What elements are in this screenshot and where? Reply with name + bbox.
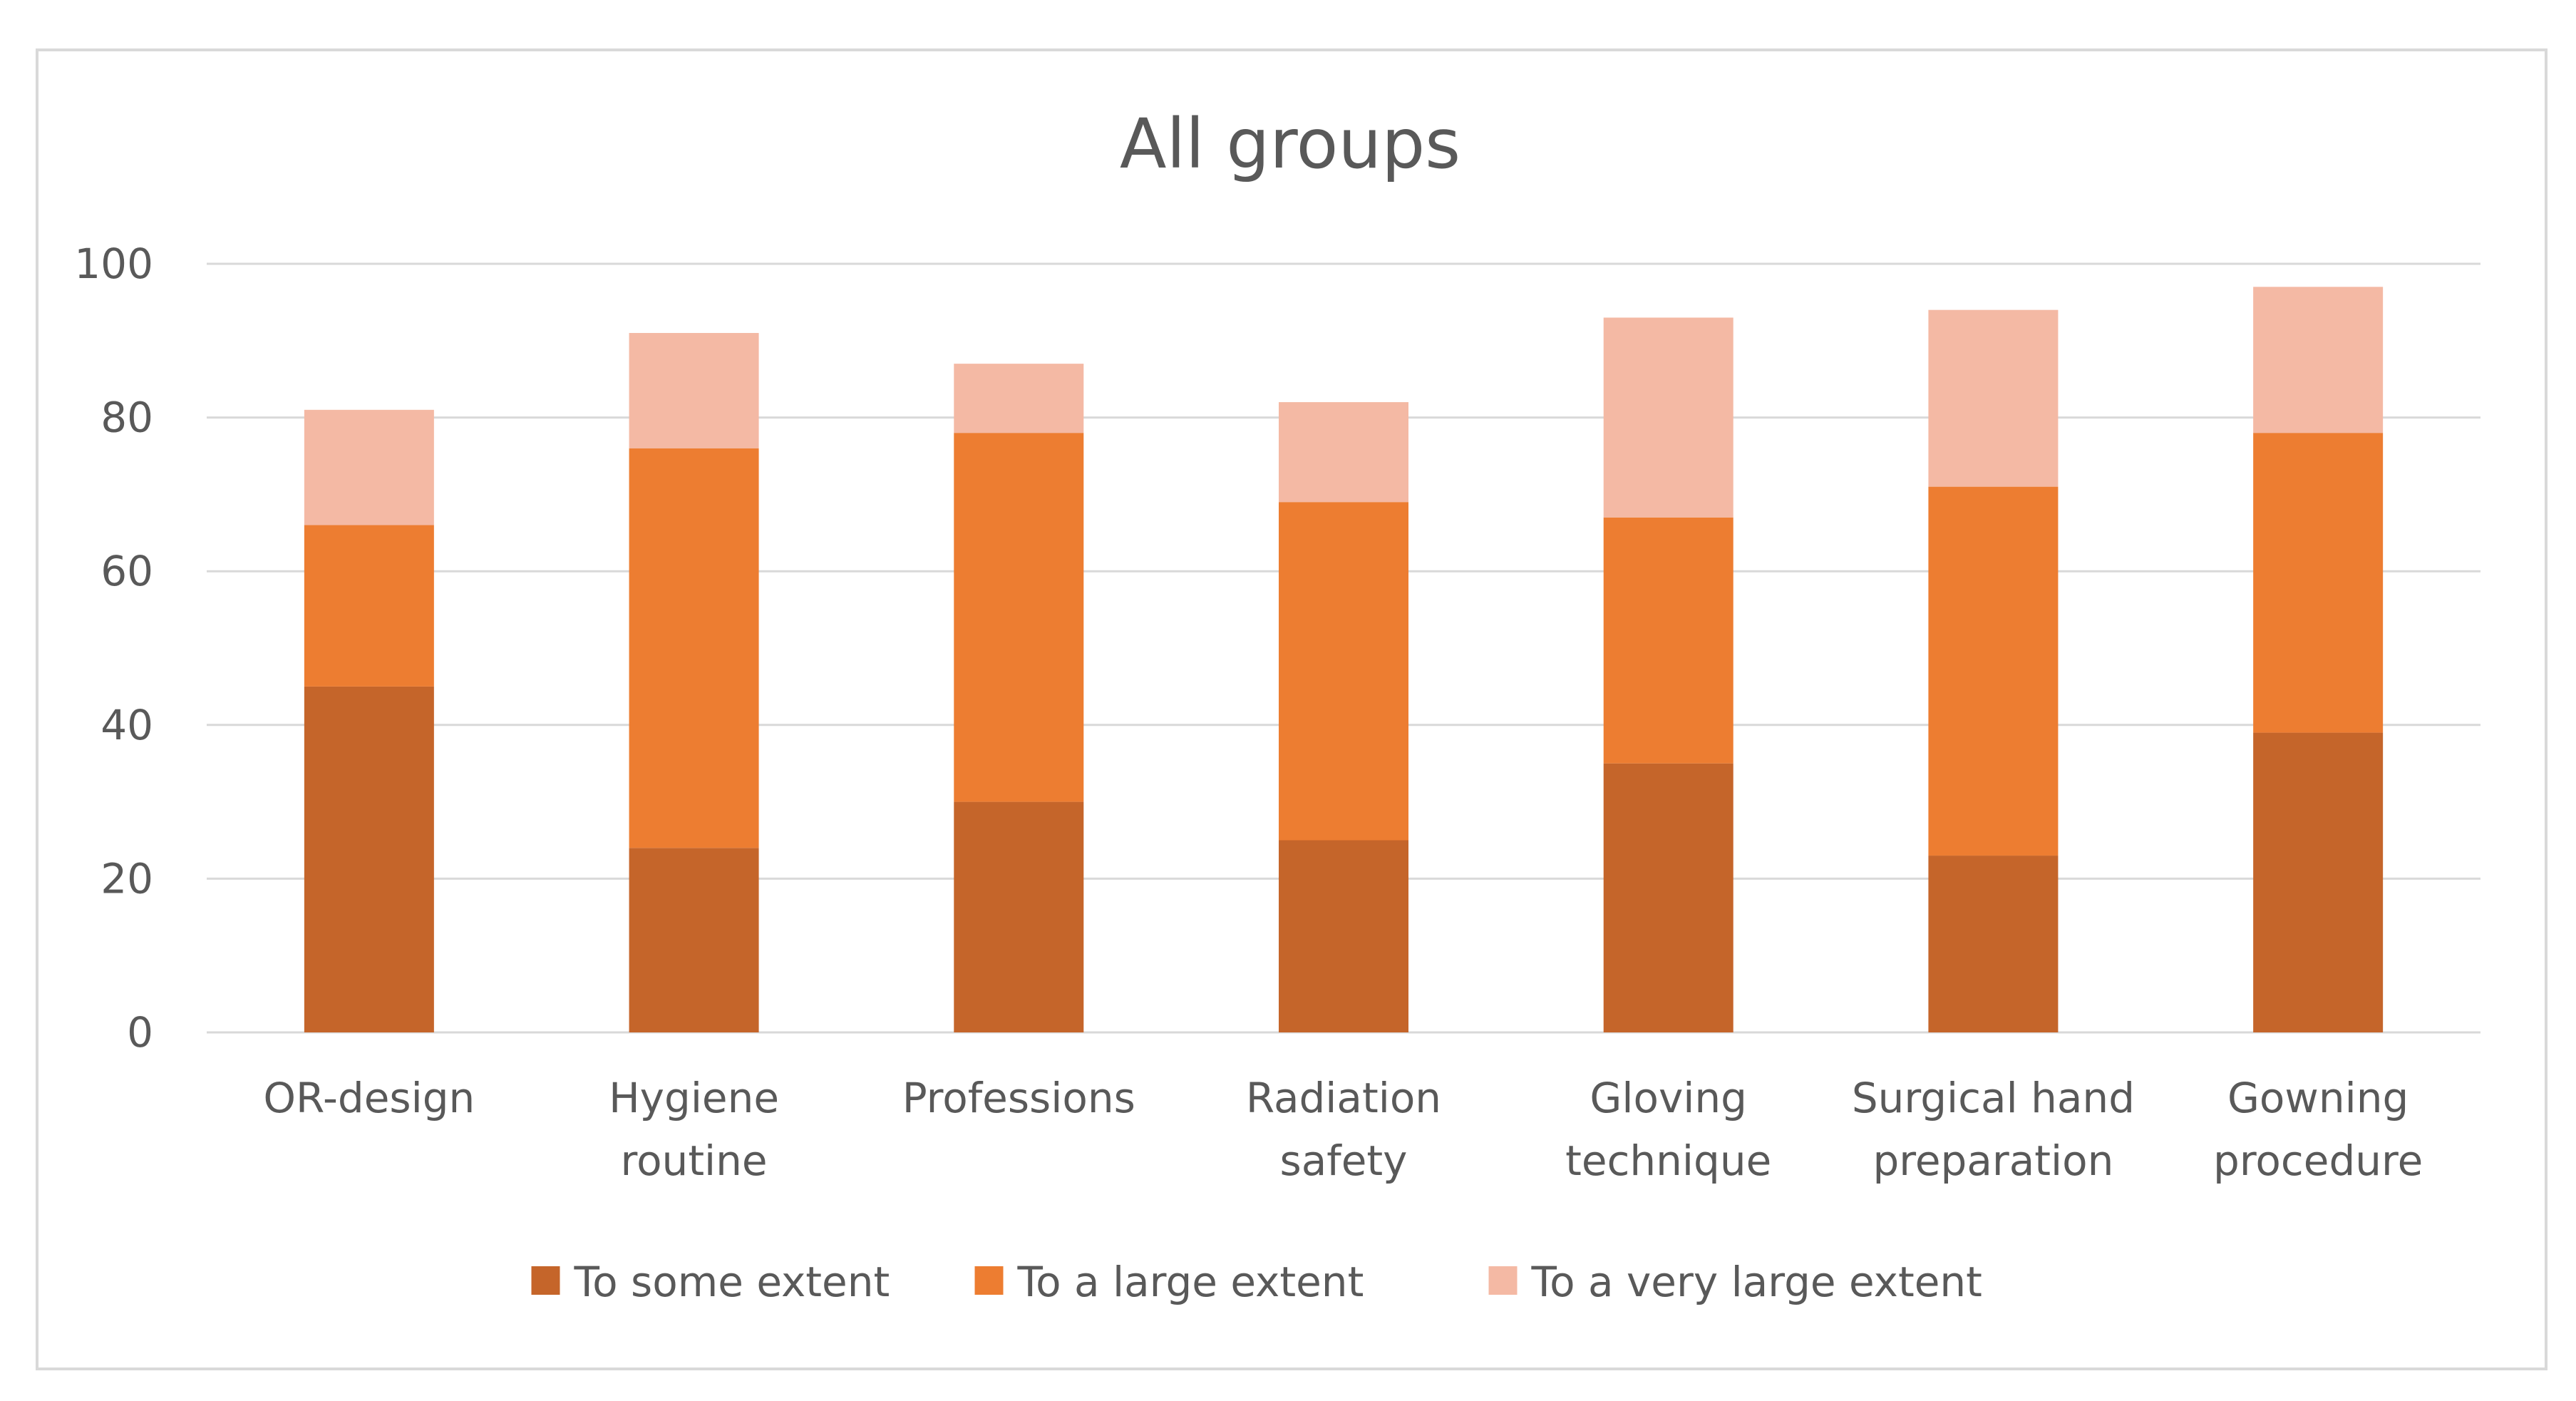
x-tick-label: Professions — [902, 1074, 1135, 1122]
bar-segment-1 — [954, 801, 1084, 1032]
x-tick-label: Gloving — [1590, 1074, 1747, 1122]
bar-segment-3 — [1928, 309, 2059, 487]
y-tick-label: 60 — [101, 547, 153, 595]
y-axis-tick-labels: 0 20 40 60 80 100 — [74, 240, 153, 1057]
bar-segment-1 — [1279, 840, 1408, 1032]
x-tick-label: Hygiene — [609, 1074, 779, 1122]
y-tick-label: 100 — [74, 240, 153, 288]
y-tick-label: 20 — [101, 854, 153, 903]
bar-segment-1 — [1603, 763, 1733, 1032]
bar-segment-2 — [1603, 517, 1733, 764]
x-tick-label: safety — [1280, 1136, 1408, 1185]
chart-title: All groups — [1120, 104, 1460, 184]
bar-segment-1 — [304, 686, 434, 1032]
bar-segment-3 — [629, 333, 759, 448]
bar-segment-3 — [1279, 402, 1408, 503]
y-tick-label: 40 — [101, 701, 153, 749]
legend: To some extent To a large extent To a very… — [531, 1258, 1982, 1306]
x-tick-label: technique — [1565, 1136, 1771, 1185]
y-tick-label: 80 — [101, 394, 153, 442]
bar-segment-3 — [2253, 287, 2384, 433]
x-tick-label: preparation — [1872, 1136, 2113, 1185]
bar-segment-2 — [304, 525, 434, 687]
x-tick-label: routine — [621, 1136, 768, 1185]
x-tick-label: Surgical hand — [1852, 1074, 2135, 1122]
legend-label: To a large extent — [1017, 1258, 1364, 1306]
bar-segment-3 — [1603, 317, 1733, 518]
bar-segment-1 — [2253, 732, 2384, 1032]
x-tick-label: Gowning — [2227, 1074, 2408, 1122]
bars — [304, 287, 2384, 1032]
x-tick-label: OR-design — [263, 1074, 475, 1122]
legend-swatch — [974, 1266, 1004, 1295]
bar-segment-1 — [1928, 856, 2059, 1032]
bar-segment-1 — [629, 848, 759, 1032]
bar-segment-2 — [629, 448, 759, 848]
x-tick-label: procedure — [2213, 1136, 2423, 1185]
bar-segment-2 — [2253, 433, 2384, 733]
bar-segment-2 — [1928, 486, 2059, 856]
legend-label: To some extent — [574, 1258, 890, 1306]
x-axis-category-labels: OR-design Hygiene routine Professions Radiat… — [263, 1074, 2423, 1185]
legend-swatch — [531, 1266, 560, 1295]
bar-segment-3 — [304, 409, 434, 525]
legend-swatch — [1488, 1266, 1518, 1295]
y-tick-label: 0 — [127, 1008, 153, 1057]
bar-segment-2 — [1279, 502, 1408, 841]
legend-label: To a very large extent — [1531, 1258, 1982, 1306]
bar-segment-2 — [954, 433, 1084, 802]
x-tick-label: Radiation — [1246, 1074, 1441, 1122]
bar-segment-3 — [954, 364, 1084, 433]
